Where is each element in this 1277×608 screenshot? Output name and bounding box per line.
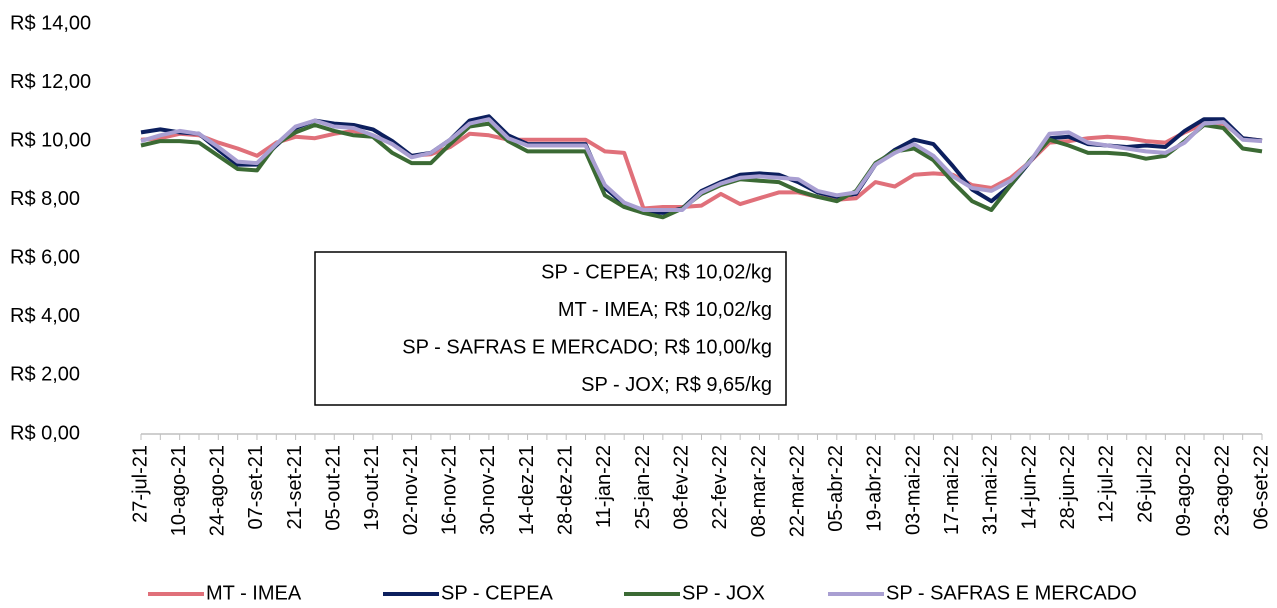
x-tick-label: 24-ago-21 (207, 445, 229, 536)
x-tick-label: 19-abr-22 (864, 445, 886, 532)
legend-label: SP - JOX (682, 582, 765, 604)
x-tick-label: 19-out-21 (361, 445, 383, 531)
x-tick-label: 28-dez-21 (554, 445, 576, 535)
x-tick-label: 07-set-21 (245, 445, 267, 530)
y-tick-label: R$ 2,00 (10, 364, 80, 386)
x-tick-label: 17-mai-22 (941, 445, 963, 535)
x-tick-label: 23-ago-22 (1212, 445, 1234, 536)
series-line (140, 114, 1263, 215)
annotation: SP - CEPEA; R$ 10,02/kg (541, 261, 772, 283)
x-tick-label: 06-set-22 (1250, 445, 1272, 530)
annotation: SP - JOX; R$ 9,65/kg (581, 374, 772, 396)
x-tick-label: 25-jan-22 (632, 445, 654, 530)
x-tick-label: 22-mar-22 (786, 445, 808, 537)
y-tick-label: R$ 6,00 (10, 247, 80, 269)
x-tick-label: 16-nov-21 (439, 445, 461, 535)
x-tick-label: 28-jun-22 (1057, 445, 1079, 530)
x-tick-label: 14-jun-22 (1018, 445, 1040, 530)
x-tick-label: 12-jul-22 (1096, 445, 1118, 523)
series-line (140, 117, 1263, 212)
x-tick-label: 05-out-21 (323, 445, 345, 531)
x-tick-label: 08-mar-22 (748, 445, 770, 537)
annotation: MT - IMEA; R$ 10,02/kg (558, 299, 772, 321)
x-tick-label: 11-jan-22 (593, 445, 615, 528)
x-tick-label: 27-jul-21 (129, 445, 151, 523)
x-tick-label: 26-jul-22 (1134, 445, 1156, 523)
y-tick-label: R$ 4,00 (10, 305, 80, 327)
x-tick-label: 03-mai-22 (902, 445, 924, 535)
y-tick-label: R$ 0,00 (10, 422, 80, 444)
y-tick-label: R$ 12,00 (10, 71, 91, 93)
x-tick-label: 22-fev-22 (709, 445, 731, 530)
x-tick-label: 09-ago-22 (1173, 445, 1195, 536)
legend-label: SP - CEPEA (441, 582, 554, 604)
x-tick-label: 14-dez-21 (516, 445, 538, 535)
annotation: SP - SAFRAS E MERCADO; R$ 10,00/kg (402, 336, 772, 358)
y-tick-label: R$ 14,00 (10, 12, 91, 34)
x-tick-label: 10-ago-21 (168, 445, 190, 536)
legend-label: SP - SAFRAS E MERCADO (886, 582, 1137, 604)
y-tick-label: R$ 8,00 (10, 188, 80, 210)
x-tick-label: 30-nov-21 (477, 445, 499, 535)
y-tick-label: R$ 10,00 (10, 129, 91, 151)
x-tick-label: 21-set-21 (284, 445, 306, 530)
x-tick-label: 02-nov-21 (400, 445, 422, 535)
annotation-box (314, 251, 787, 406)
x-tick-label: 05-abr-22 (825, 445, 847, 532)
legend-label: MT - IMEA (206, 582, 302, 604)
x-tick-label: 31-mai-22 (980, 445, 1002, 535)
x-tick-label: 08-fev-22 (670, 445, 692, 530)
